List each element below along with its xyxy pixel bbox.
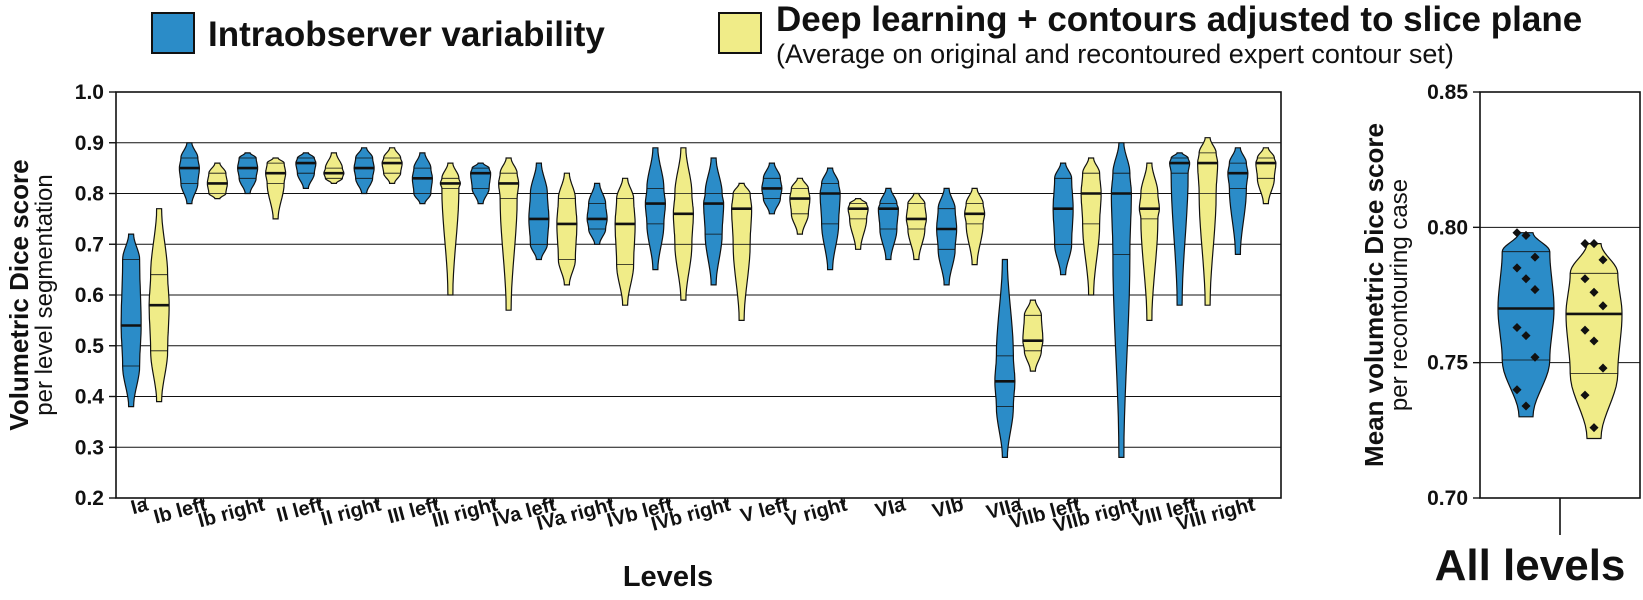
right-violins	[1497, 228, 1623, 440]
left-y-ticks: 0.2 0.3 0.4 0.5 0.6 0.7 0.8 0.9 1.0	[75, 81, 116, 510]
right-y-tick-label: 0.80	[1427, 216, 1468, 239]
violin-deep-viii-right	[1255, 147, 1277, 205]
violin-intra-ivb-left	[644, 147, 667, 271]
category-label: Ia	[129, 493, 152, 519]
left-y-tick-label: 0.5	[75, 335, 105, 358]
violin-intra-via	[877, 187, 900, 261]
right-y-ticks: 0.70 0.75 0.80 0.85	[1427, 81, 1480, 510]
legend-sublabel-deep-learning: (Average on original and recontoured exp…	[776, 39, 1454, 69]
violin-deep-ivb-left	[672, 147, 695, 301]
right-y-axis-sublabel: per recontouring case	[1386, 179, 1413, 411]
violin-intra-ib-right	[236, 152, 259, 195]
violin-deep-v-right	[847, 198, 869, 250]
left-y-tick-label: 0.3	[75, 436, 104, 459]
category-label: II right	[319, 493, 384, 530]
violin-deep-via	[905, 192, 928, 261]
violin-intra-viia	[994, 258, 1016, 458]
violin-deep-iva-left	[556, 172, 578, 286]
right-y-tick-label: 0.85	[1427, 81, 1468, 104]
legend-label-deep-learning: Deep learning + contours adjusted to sli…	[776, 0, 1582, 39]
left-x-axis-label: Levels	[623, 561, 713, 593]
category-label: III right	[430, 493, 500, 532]
left-y-axis-sublabel: per level segmentation	[31, 174, 58, 415]
violin-deep-ivb-right	[730, 182, 753, 321]
violin-intra-ivb-right	[702, 157, 725, 286]
left-y-axis-label: Volumetric Dice score	[4, 159, 34, 430]
right-panel: 0.70 0.75 0.80 0.85 Mean volumetric Dice sc…	[1359, 81, 1641, 590]
left-y-tick-label: 1.0	[75, 81, 104, 104]
violin-deep-vib	[963, 187, 986, 266]
violin-intra-all-levels	[1497, 232, 1555, 418]
violin-deep-viia	[1022, 299, 1044, 372]
left-violins	[120, 137, 1277, 458]
violin-intra-iva-left	[528, 162, 550, 261]
violin-intra-ia	[120, 233, 142, 408]
right-y-axis-label: Mean volumetric Dice score	[1359, 123, 1389, 467]
left-y-tick-label: 0.2	[75, 487, 104, 510]
left-y-tick-label: 0.7	[75, 233, 104, 256]
violin-deep-iii-right	[497, 157, 520, 311]
legend-label-intraobserver: Intraobserver variability	[208, 15, 605, 54]
left-y-tick-label: 0.4	[75, 386, 105, 409]
left-panel: 0.2 0.3 0.4 0.5 0.6 0.7 0.8 0.9 1.0 Ia Ib leftIb …	[4, 81, 1282, 593]
category-label: Ib right	[196, 493, 267, 532]
violin-intra-viib-right	[1110, 142, 1133, 458]
violin-deep-iii-left	[439, 162, 462, 296]
left-y-tick-label: 0.8	[75, 183, 105, 206]
violin-intra-viii-left	[1168, 152, 1191, 306]
violin-deep-iva-right	[614, 177, 636, 306]
violin-intra-vib	[935, 187, 958, 286]
violin-deep-viib-right	[1138, 162, 1161, 321]
legend-swatch-deep-learning	[718, 12, 762, 54]
right-y-tick-label: 0.70	[1427, 487, 1468, 510]
right-x-axis-label: All levels	[1435, 541, 1626, 590]
violin-intra-ii-right	[353, 147, 375, 195]
left-y-tick-label: 0.6	[75, 284, 104, 307]
violin-intra-ii-left	[295, 152, 317, 189]
violin-intra-viib-left	[1052, 162, 1074, 276]
left-y-tick-label: 0.9	[75, 132, 104, 155]
legend: Intraobserver variability Deep learning …	[151, 0, 1582, 69]
right-y-tick-label: 0.75	[1427, 352, 1468, 375]
violin-deep-viii-left	[1196, 137, 1219, 306]
violin-deep-v-left	[789, 177, 811, 235]
category-label: V right	[783, 493, 850, 531]
violin-deep-ii-right	[381, 147, 403, 184]
violin-deep-ib-left	[206, 162, 229, 200]
legend-swatch-intraobserver	[151, 12, 195, 54]
